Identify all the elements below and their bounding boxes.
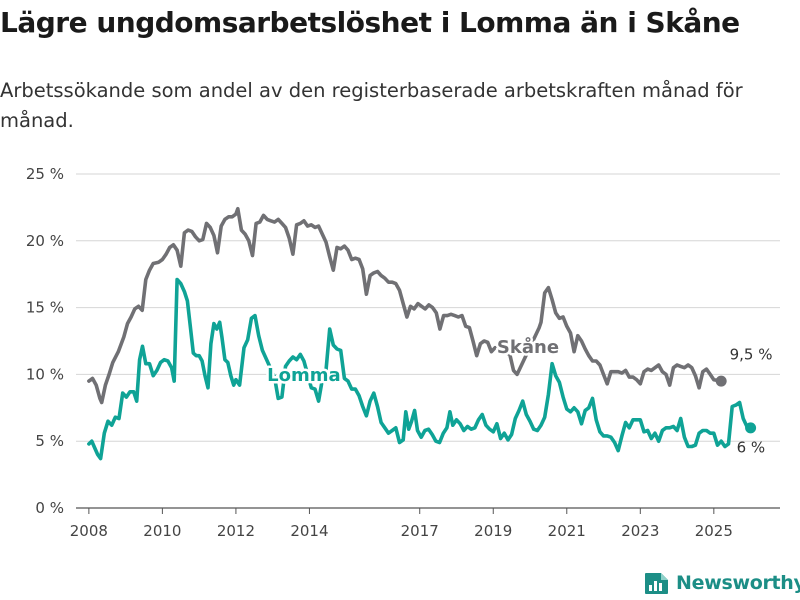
end-label-lomma: 6 % — [737, 439, 766, 457]
gridlines — [76, 173, 780, 509]
end-label-skane: 9,5 % — [730, 346, 773, 364]
x-tick-label: 2012 — [217, 522, 255, 540]
x-tick-label: 2010 — [143, 522, 181, 540]
newsworthy-icon — [645, 573, 668, 594]
x-axis: 2008 2010 2012 2014 2017 2019 2021 2023 2025 — [70, 508, 733, 540]
newsworthy-logo: Newsworthy — [644, 570, 800, 596]
series-lines — [87, 206, 757, 461]
y-tick-label: 0 % — [35, 499, 64, 517]
chart-title: Lägre ungdomsarbetslöshet i Lomma än i S… — [0, 6, 740, 39]
label-lomma: Lomma — [267, 365, 341, 386]
x-tick-label: 2019 — [474, 522, 512, 540]
brand-name: Newsworthy — [676, 572, 800, 594]
x-tick-label: 2023 — [621, 522, 659, 540]
x-tick-label: 2008 — [70, 522, 108, 540]
series-labels: Skåne Lomma 9,5 % 6 % — [265, 334, 773, 457]
y-tick-label: 5 % — [35, 432, 64, 450]
y-tick-label: 15 % — [26, 299, 64, 317]
x-tick-label: 2017 — [401, 522, 439, 540]
y-axis-ticks: 0 % 5 % 10 % 15 % 20 % 25 % — [26, 165, 64, 517]
y-tick-label: 25 % — [26, 165, 64, 183]
series-line-skane — [87, 206, 723, 405]
x-tick-label: 2021 — [548, 522, 586, 540]
endpoint-lomma — [745, 422, 757, 434]
y-tick-label: 10 % — [26, 365, 64, 383]
line-chart: 0 %5 %10 %15 %20 %25 % 2008 2010 2012 2014 2… — [26, 165, 780, 540]
endpoint-skane — [715, 375, 727, 387]
series-line-lomma — [87, 277, 753, 461]
chart-subtitle: Arbetssökande som andel av den registerb… — [0, 79, 743, 132]
x-tick-label: 2025 — [695, 522, 733, 540]
label-skane: Skåne — [497, 336, 559, 358]
x-tick-label: 2014 — [290, 522, 328, 540]
y-tick-label: 20 % — [26, 232, 64, 250]
